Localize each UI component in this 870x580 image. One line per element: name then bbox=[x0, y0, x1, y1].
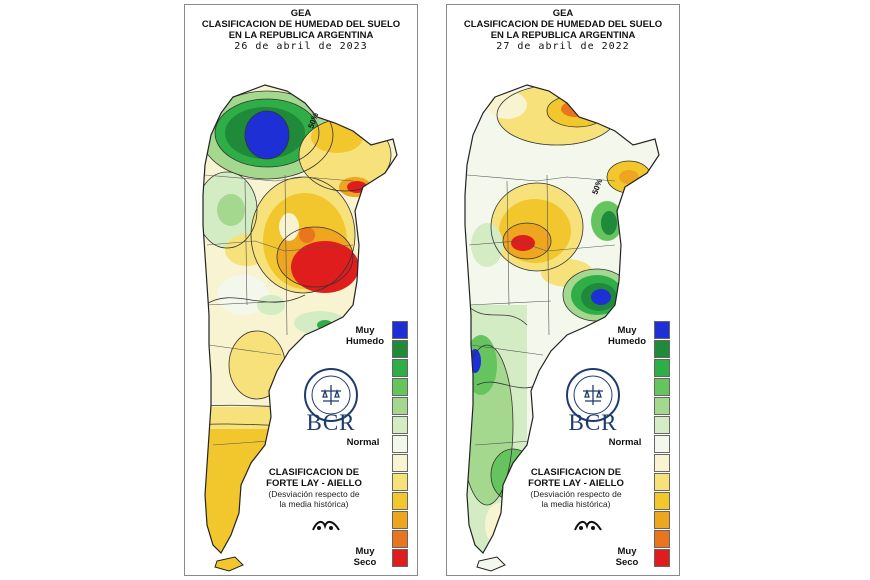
scale-swatch bbox=[654, 435, 670, 453]
legend-low-word-2: Seco bbox=[615, 557, 639, 568]
legend-low-label: Muy Seco bbox=[345, 546, 385, 568]
note-line-2: la media histórica) bbox=[279, 499, 349, 509]
color-scale bbox=[392, 321, 408, 568]
scale-swatch bbox=[654, 378, 670, 396]
title-line-1: CLASIFICACION DE HUMEDAD DEL SUELO bbox=[201, 19, 401, 30]
scale-swatch bbox=[654, 511, 670, 529]
note-line-1: (Desviación respecto de bbox=[530, 489, 622, 499]
classification-line-2: FORTE LAY - AIELLO bbox=[266, 478, 362, 489]
small-logo-icon bbox=[312, 520, 340, 531]
scale-swatch bbox=[392, 473, 408, 491]
country-outline-2023 bbox=[202, 84, 398, 554]
bcr-seal-icon bbox=[304, 368, 358, 422]
legend-low-word-1: Muy bbox=[355, 546, 375, 557]
scale-swatch bbox=[392, 435, 408, 453]
legend-high-word-1: Muy bbox=[617, 325, 637, 336]
scale-swatch bbox=[392, 530, 408, 548]
scale-swatch bbox=[654, 492, 670, 510]
scale-swatch bbox=[392, 511, 408, 529]
title-line-1: CLASIFICACION DE HUMEDAD DEL SUELO bbox=[463, 19, 663, 30]
province-boundaries-2023 bbox=[204, 174, 354, 446]
scale-swatch bbox=[392, 340, 408, 358]
tierra-del-fuego-2022 bbox=[476, 556, 506, 572]
country-outline-2022 bbox=[464, 84, 660, 554]
legend-high-label: Muy Humedo bbox=[335, 325, 395, 347]
legend-high-label: Muy Humedo bbox=[597, 325, 657, 347]
scale-swatch bbox=[654, 397, 670, 415]
legend-high-word-2: Humedo bbox=[608, 336, 646, 347]
map-header: GEA CLASIFICACION DE HUMEDAD DEL SUELO E… bbox=[185, 8, 417, 52]
scale-swatch bbox=[392, 321, 408, 339]
classification-block: CLASIFICACION DE FORTE LAY - AIELLO (Des… bbox=[255, 467, 373, 509]
scale-swatch bbox=[392, 359, 408, 377]
scale-swatch bbox=[392, 492, 408, 510]
title-line-2: EN LA REPUBLICA ARGENTINA bbox=[228, 30, 374, 41]
scale-swatch bbox=[392, 416, 408, 434]
scale-swatch bbox=[654, 321, 670, 339]
legend-mid-label: Normal bbox=[346, 437, 380, 448]
note-line-2: la media histórica) bbox=[541, 499, 611, 509]
brand-logo: BCR bbox=[568, 410, 618, 435]
legend-high-word-2: Humedo bbox=[346, 336, 384, 347]
tierra-del-fuego-2023 bbox=[214, 556, 244, 572]
map-date: 27 de abril de 2022 bbox=[496, 41, 630, 52]
soil-moisture-map-2023: 50% bbox=[202, 84, 398, 572]
note-line-1: (Desviación respecto de bbox=[268, 489, 360, 499]
bcr-seal-icon bbox=[566, 368, 620, 422]
scale-swatch bbox=[654, 416, 670, 434]
title-line-2: EN LA REPUBLICA ARGENTINA bbox=[490, 30, 636, 41]
brand-logo: BCR bbox=[306, 410, 356, 435]
classification-line-2: FORTE LAY - AIELLO bbox=[528, 478, 624, 489]
map-date: 26 de abril de 2023 bbox=[234, 41, 368, 52]
legend-low-word-1: Muy bbox=[617, 546, 637, 557]
province-boundaries-2022 bbox=[466, 174, 616, 446]
scale-swatch bbox=[654, 530, 670, 548]
legend-low-word-2: Seco bbox=[353, 557, 377, 568]
scale-swatch bbox=[392, 397, 408, 415]
legend-high-word-1: Muy bbox=[355, 325, 375, 336]
map-header: GEA CLASIFICACION DE HUMEDAD DEL SUELO E… bbox=[447, 8, 679, 52]
scale-swatch bbox=[392, 378, 408, 396]
org-label: GEA bbox=[290, 8, 312, 19]
scale-swatch bbox=[654, 359, 670, 377]
map-panel-2023: 50% GEA CLASIFICACION DE HUMEDAD DEL SUE… bbox=[184, 4, 418, 576]
scale-swatch bbox=[392, 549, 408, 567]
color-scale bbox=[654, 321, 670, 568]
soil-moisture-map-2022: 50% bbox=[464, 84, 660, 572]
scale-swatch bbox=[654, 454, 670, 472]
org-label: GEA bbox=[552, 8, 574, 19]
classification-block: CLASIFICACION DE FORTE LAY - AIELLO (Des… bbox=[517, 467, 635, 509]
legend-low-label: Muy Seco bbox=[607, 546, 647, 568]
small-logo-icon bbox=[574, 520, 602, 531]
map-panel-2022: 50% GEA CLASIFICACION DE HUMEDAD DEL SUE… bbox=[446, 4, 680, 576]
scale-swatch bbox=[654, 473, 670, 491]
scale-swatch bbox=[654, 549, 670, 567]
scale-swatch bbox=[392, 454, 408, 472]
classification-line-1: CLASIFICACION DE bbox=[268, 467, 360, 478]
classification-line-1: CLASIFICACION DE bbox=[530, 467, 622, 478]
legend-mid-label: Normal bbox=[608, 437, 642, 448]
scale-swatch bbox=[654, 340, 670, 358]
